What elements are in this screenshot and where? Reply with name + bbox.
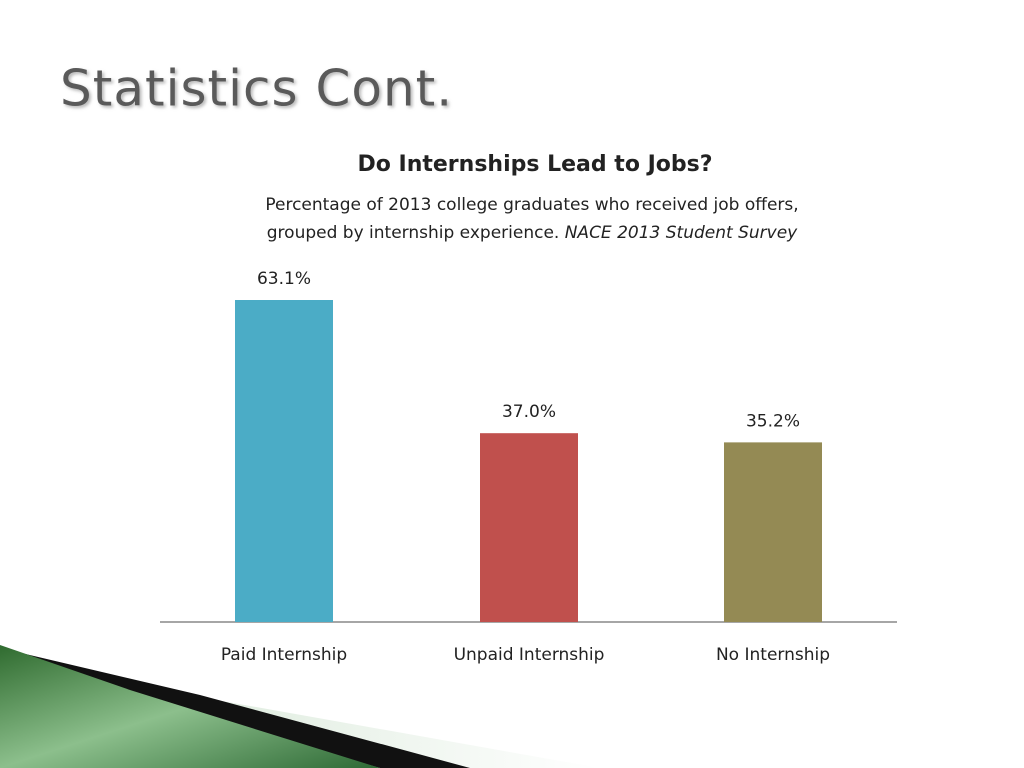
source: NACE 2013 Student Survey	[565, 223, 798, 243]
subtitle: grouped by internship experience.	[267, 223, 560, 243]
bar	[480, 433, 578, 622]
x-tick-label: Unpaid Internship	[454, 645, 605, 665]
decor-black	[0, 648, 470, 768]
value-label: 63.1%	[257, 269, 311, 289]
slide-title: Statistics Cont.	[60, 60, 453, 118]
bar	[724, 442, 822, 622]
chart-title: Do Internships Lead to Jobs?	[357, 152, 712, 177]
subtitle: grouped by internship experience. NACE 2…	[267, 223, 798, 243]
subtitle: Percentage of 2013 college graduates who…	[265, 195, 798, 215]
value-label: 35.2%	[746, 411, 800, 431]
decor-green	[0, 645, 380, 768]
x-tick-label: Paid Internship	[221, 645, 347, 665]
x-tick-label: No Internship	[716, 645, 830, 665]
value-label: 37.0%	[502, 402, 556, 422]
bar	[235, 300, 333, 622]
